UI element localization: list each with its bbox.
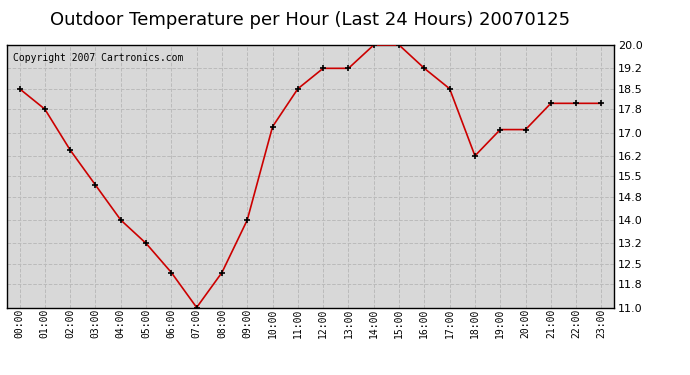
Text: Copyright 2007 Cartronics.com: Copyright 2007 Cartronics.com: [13, 53, 184, 63]
Text: Outdoor Temperature per Hour (Last 24 Hours) 20070125: Outdoor Temperature per Hour (Last 24 Ho…: [50, 11, 571, 29]
